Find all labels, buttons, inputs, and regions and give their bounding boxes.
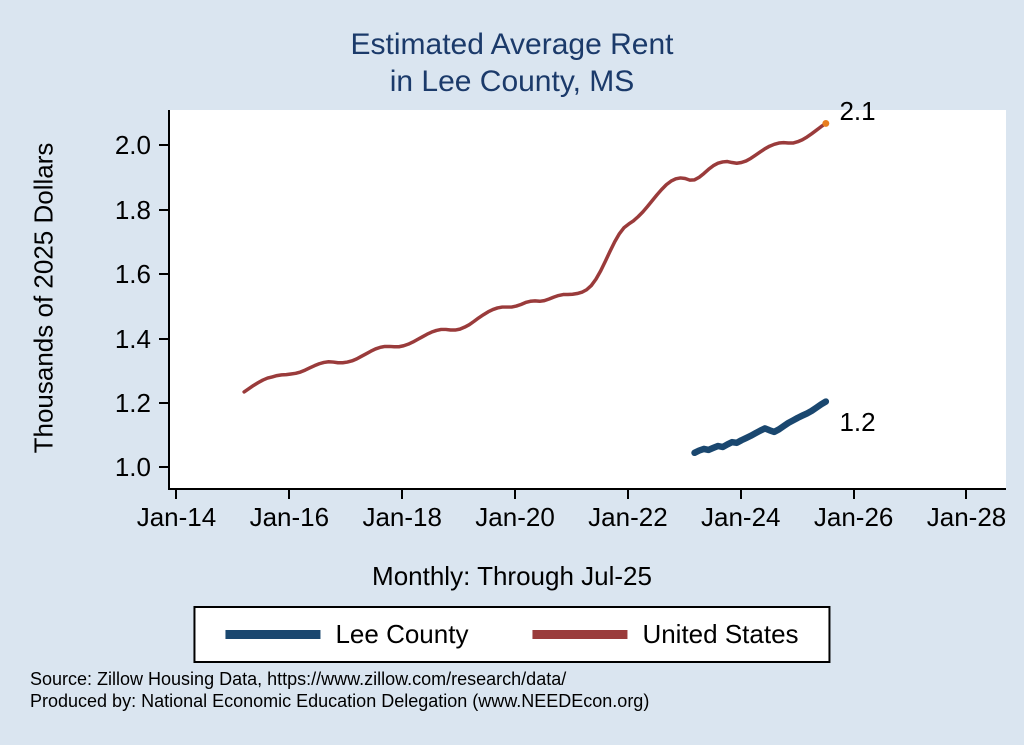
legend-item-united-states: United States bbox=[532, 619, 799, 650]
y-tick-label: 2.0 bbox=[114, 130, 151, 161]
y-tick-mark bbox=[159, 144, 168, 147]
y-tick-mark bbox=[159, 208, 168, 211]
series-line-lee-county bbox=[691, 398, 830, 457]
x-tick-label: Jan-14 bbox=[136, 502, 217, 532]
x-tick-label: Jan-26 bbox=[813, 502, 894, 532]
y-tick-mark bbox=[159, 273, 168, 276]
source-note: Source: Zillow Housing Data, https://www… bbox=[30, 668, 649, 712]
x-tick-label: Jan-28 bbox=[926, 502, 1007, 532]
x-tick-mark bbox=[288, 490, 291, 499]
series-line-united-states bbox=[242, 121, 828, 394]
legend-label-lee-county: Lee County bbox=[335, 619, 469, 649]
y-tick-mark bbox=[159, 466, 168, 469]
x-tick-label: Jan-24 bbox=[701, 502, 781, 532]
produced-by-line: Produced by: National Economic Education… bbox=[30, 691, 650, 711]
y-tick-mark bbox=[159, 337, 168, 340]
legend: Lee County United States bbox=[193, 606, 831, 663]
y-tick-label: 1.4 bbox=[114, 323, 151, 354]
x-tick-mark bbox=[739, 490, 742, 499]
source-line: Source: Zillow Housing Data, https://www… bbox=[30, 669, 567, 689]
chart-subtitle: Monthly: Through Jul-25 bbox=[372, 561, 652, 591]
y-tick-label: 1.0 bbox=[114, 452, 151, 483]
x-tick-mark bbox=[626, 490, 629, 499]
chart-title: Estimated Average Rent in Lee County, MS bbox=[0, 26, 1024, 100]
end-marker-dot bbox=[822, 119, 830, 127]
x-tick-label: Jan-22 bbox=[588, 502, 668, 532]
x-tick-mark bbox=[965, 490, 968, 499]
lee-county-line-swatch bbox=[225, 630, 321, 639]
x-tick-mark bbox=[175, 490, 178, 499]
plot-lines-svg bbox=[242, 119, 830, 457]
x-tick-mark bbox=[401, 490, 404, 499]
y-axis-label: Thousands of 2025 Dollars bbox=[28, 142, 59, 454]
plot-area bbox=[168, 110, 1006, 490]
chart-title-line2: in Lee County, MS bbox=[389, 65, 635, 98]
x-tick-label: Jan-16 bbox=[249, 502, 330, 532]
y-tick-mark bbox=[159, 402, 168, 405]
y-tick-label: 1.2 bbox=[114, 388, 151, 419]
united-states-line-swatch bbox=[532, 630, 628, 639]
x-tick-label: Jan-18 bbox=[362, 502, 442, 532]
x-tick-mark bbox=[514, 490, 517, 499]
chart-title-line1: Estimated Average Rent bbox=[350, 28, 674, 61]
x-tick-label: Jan-20 bbox=[475, 502, 555, 532]
y-tick-label: 1.8 bbox=[114, 194, 151, 225]
legend-label-united-states: United States bbox=[642, 619, 799, 649]
legend-item-lee-county: Lee County bbox=[225, 619, 468, 650]
x-tick-mark bbox=[852, 490, 855, 499]
y-tick-label: 1.6 bbox=[114, 259, 151, 290]
